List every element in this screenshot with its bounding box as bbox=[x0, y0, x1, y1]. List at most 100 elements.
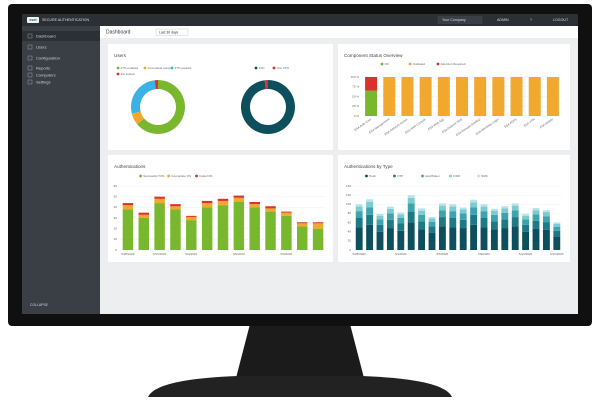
bar-segment bbox=[366, 202, 374, 208]
bar-segment bbox=[407, 203, 415, 212]
bar-segment bbox=[201, 207, 213, 250]
company-select[interactable] bbox=[437, 16, 483, 24]
bar-segment bbox=[138, 218, 149, 250]
x-tick-label: 6/3/2020 bbox=[185, 252, 197, 256]
donut-segment bbox=[131, 80, 156, 114]
bar-segment bbox=[522, 224, 530, 232]
range-select[interactable] bbox=[155, 28, 189, 36]
donut-segment bbox=[137, 80, 186, 135]
bar-segment bbox=[470, 214, 478, 225]
y-tick-label: 30 bbox=[114, 216, 118, 220]
monitor-base bbox=[148, 376, 452, 397]
bar-segment bbox=[407, 211, 415, 223]
bar-segment bbox=[437, 77, 450, 116]
user-menu[interactable]: ADMIN bbox=[497, 18, 509, 22]
bar-segment bbox=[470, 224, 478, 250]
legend-swatch bbox=[254, 66, 258, 70]
bar-segment bbox=[459, 213, 467, 220]
bar-segment bbox=[449, 227, 457, 250]
y-tick-label: 40 bbox=[114, 205, 118, 209]
bar-segment bbox=[490, 208, 498, 211]
bar-segment bbox=[480, 204, 488, 207]
panel-title: Authentications bbox=[114, 164, 146, 169]
bar-segment bbox=[428, 232, 436, 250]
x-tick-label: 6/5/2020 bbox=[437, 252, 449, 256]
bar-segment bbox=[170, 209, 181, 250]
bar-segment bbox=[490, 210, 498, 215]
help-button[interactable]: ? bbox=[530, 18, 532, 22]
bar-segment bbox=[397, 212, 405, 215]
bar-segment bbox=[511, 210, 519, 218]
legend-label: Successful 70% bbox=[143, 174, 165, 178]
bar-segment bbox=[511, 217, 519, 227]
bar-segment bbox=[511, 205, 519, 211]
legend-label: 2% locked bbox=[121, 72, 135, 76]
bar-segment bbox=[522, 231, 530, 250]
legend-label: Outdated bbox=[413, 62, 426, 66]
bar-segment bbox=[532, 207, 540, 211]
bar-segment bbox=[449, 218, 457, 228]
bar-segment bbox=[138, 212, 149, 215]
bar-segment bbox=[376, 219, 384, 225]
bar-segment bbox=[490, 229, 498, 250]
collapse-button[interactable]: COLLAPSE bbox=[30, 303, 49, 307]
menu-icon bbox=[27, 55, 33, 61]
bar-segment bbox=[459, 209, 467, 214]
bar-segment bbox=[355, 218, 363, 228]
bar-segment bbox=[419, 77, 432, 116]
x-tick-label: 6/13/2020 bbox=[519, 252, 533, 256]
logout-button[interactable]: LOGOUT bbox=[553, 18, 569, 22]
bar-segment bbox=[312, 222, 324, 224]
bar-segment bbox=[553, 226, 561, 231]
x-tick-label: ESA ADFS bbox=[503, 117, 517, 129]
x-tick-label: 5/28/2020 bbox=[353, 252, 367, 256]
bar-segment bbox=[470, 202, 478, 208]
legend-swatch bbox=[272, 66, 276, 70]
y-tick-label: 40 bbox=[348, 230, 352, 234]
bar-segment bbox=[281, 211, 292, 213]
sidebar-menu: Dashboard Users Configuration Reports Comput… bbox=[27, 33, 60, 84]
menu-item[interactable]: Dashboard bbox=[36, 33, 56, 38]
menu-item[interactable]: Configuration bbox=[36, 55, 60, 60]
menu-item[interactable]: Reports bbox=[36, 65, 50, 70]
legend-label: FIDO bbox=[453, 174, 461, 178]
bar-segment bbox=[355, 211, 363, 218]
menu-icon bbox=[27, 65, 33, 71]
menu-item[interactable]: Users bbox=[36, 44, 46, 49]
bar-segment bbox=[428, 221, 436, 227]
bar-segment bbox=[449, 204, 457, 207]
y-tick-label: 50 bbox=[114, 194, 118, 198]
bar-segment bbox=[553, 230, 561, 237]
menu-item[interactable]: Computers bbox=[36, 72, 56, 77]
bar-segment bbox=[249, 204, 260, 208]
bar-segment bbox=[154, 203, 165, 250]
bar-segment bbox=[297, 223, 308, 227]
bar-segment bbox=[366, 199, 374, 202]
x-tick-label: 5/31/2020 bbox=[153, 252, 167, 256]
range-label[interactable]: Last 30 days bbox=[159, 30, 179, 34]
legend-swatch bbox=[167, 174, 171, 178]
bar-segment bbox=[459, 207, 467, 210]
bar-segment bbox=[186, 220, 197, 250]
bar-segment bbox=[122, 203, 134, 206]
bar-segment bbox=[365, 77, 378, 91]
x-tick-label: ESA VPN bbox=[523, 117, 536, 128]
menu-item[interactable]: Settings bbox=[36, 79, 50, 84]
bar-segment bbox=[217, 198, 229, 201]
legend-swatch bbox=[116, 72, 120, 76]
bar-segment bbox=[376, 224, 384, 232]
bar-segment bbox=[154, 196, 165, 199]
legend-swatch bbox=[195, 174, 199, 178]
bar-segment bbox=[510, 77, 523, 116]
y-tick-label: 140 bbox=[346, 184, 351, 188]
bar-segment bbox=[470, 199, 478, 203]
legend-swatch bbox=[421, 174, 424, 178]
donut-segment bbox=[154, 79, 158, 90]
y-tick-label: 0 bbox=[115, 248, 117, 252]
bar-segment bbox=[397, 214, 405, 218]
bar-segment bbox=[501, 212, 509, 220]
bar-segment bbox=[386, 208, 394, 214]
bar-segment bbox=[456, 77, 468, 116]
y-tick-label: 0 % bbox=[354, 114, 360, 118]
company-name[interactable]: Your Company bbox=[442, 18, 466, 22]
